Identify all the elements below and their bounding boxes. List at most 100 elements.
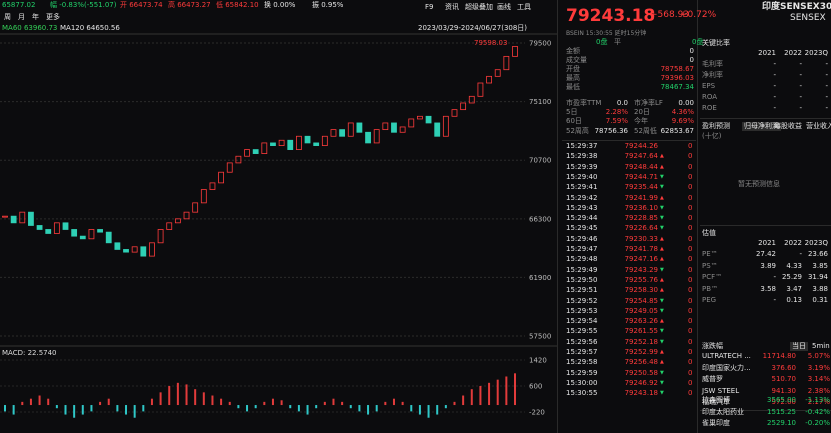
row-value: 3.58 [760,284,776,293]
tick-time: 15:29:42 [566,193,598,202]
macd-bar [228,401,231,406]
row-label: PCF™ [702,273,723,281]
ratio-label: 20日 [634,108,650,117]
tick-volume: 0 [688,224,693,233]
candle [287,139,294,150]
tick-price: 79250.58 [624,368,658,377]
tick-direction: ▲ [660,359,664,366]
ratio-label: 市净率LF [634,99,663,107]
tick-price: 79244.71 [624,172,658,181]
row-value: 31.94 [807,273,828,281]
macd-bar [488,382,491,406]
macd-label: MACD: 22.5740 [2,349,57,357]
period-tab[interactable]: 年 [32,13,39,21]
macd-bar [211,395,214,406]
candle [209,182,216,190]
stat-label: 成交量 [566,56,587,64]
forecast-tab[interactable]: 每股收益 [774,122,802,130]
macd-bar [341,401,344,406]
candle [79,235,86,240]
price-change: +568.93 [650,10,690,20]
macd-bar [410,405,413,412]
tool-button[interactable]: 工具 [517,3,531,11]
period-tab[interactable]: 更多 [46,13,60,21]
period-tab[interactable]: 周 [4,13,11,21]
candle [512,46,518,57]
tool-button[interactable]: 资讯 [445,3,459,11]
tick-time: 15:29:37 [566,142,598,150]
macd-bar [176,382,179,406]
tick-volume: 0 [688,152,693,161]
forecast-tab[interactable]: 归母净利润 [742,122,781,131]
candle [235,155,242,164]
order-book: 0盘 [596,38,608,46]
tool-button[interactable]: F9 [425,3,434,11]
ratio-label: 52周低 [634,126,657,135]
candle [503,55,510,71]
tick-price: 79226.64 [624,224,658,233]
mover-change: 2.17% [807,398,830,407]
tick-direction: ▲ [660,276,664,283]
candle [434,122,441,137]
price-change-pct: +0.72% [680,10,717,20]
macd-bar [254,405,257,409]
row-value: - [799,104,802,112]
macd-bar [332,398,335,406]
row-value: - [825,71,828,79]
ratio-label: 市盈率TTM [566,99,602,107]
row-value: - [773,104,776,112]
macd-bar [73,405,76,418]
tick-direction: ▲ [660,349,664,355]
candle [399,126,406,133]
macd-bar [263,401,266,406]
macd-bar [367,405,370,415]
tick-direction: ▼ [660,390,664,397]
mover-change: -0.20% [805,419,830,428]
stat-label: 开盘 [566,65,580,73]
movers-tab[interactable]: 当日 [790,342,808,351]
tool-button[interactable]: 画线 [497,3,511,11]
row-value: - [773,273,776,281]
tick-time: 15:29:49 [566,265,598,274]
row-value: - [799,93,802,101]
tick-volume: 0 [688,317,693,326]
candle [408,118,415,128]
mover-price: 3565.00 [767,396,796,404]
candle [442,115,449,137]
candle [71,229,78,237]
macd-bar [90,405,93,412]
macd-bar [289,405,292,409]
row-value: 27.42 [755,250,776,258]
quote-status: BSEIN 15:30:55 延时15分钟 [566,30,647,37]
tick-price: 79243.29 [624,265,658,274]
tick-volume: 0 [688,245,693,253]
candle [468,95,475,104]
forecast-tab[interactable]: 营业收入 [806,122,831,130]
candle [261,142,268,154]
candle [339,129,346,137]
macd-bar [297,405,300,412]
order-book: 0盘 [692,38,704,46]
candle [166,222,173,230]
stat: 高 66473.27 [168,1,211,9]
tick-volume: 0 [688,378,693,387]
tick-price: 79261.55 [624,327,658,336]
stat: 65877.02 [2,1,36,9]
candle [304,135,311,144]
ratio-value: 9.69% [671,117,694,126]
tick-time: 15:29:55 [566,327,598,336]
macd-bar [150,398,153,406]
tick-direction: ▼ [660,338,664,345]
movers-tab[interactable]: 5min [812,342,830,350]
section-title: 涨跌幅 [702,342,723,350]
candle [200,189,207,204]
tool-button[interactable]: 超级叠加 [465,3,493,11]
macd-bar [107,398,110,406]
period-tab[interactable]: 月 [18,13,25,21]
year-header: 2022 [784,239,802,247]
tick-price: 79249.05 [624,306,658,315]
macd-bar [271,398,274,406]
macd-bar [64,405,67,415]
mover-change: -0.42% [805,407,830,416]
